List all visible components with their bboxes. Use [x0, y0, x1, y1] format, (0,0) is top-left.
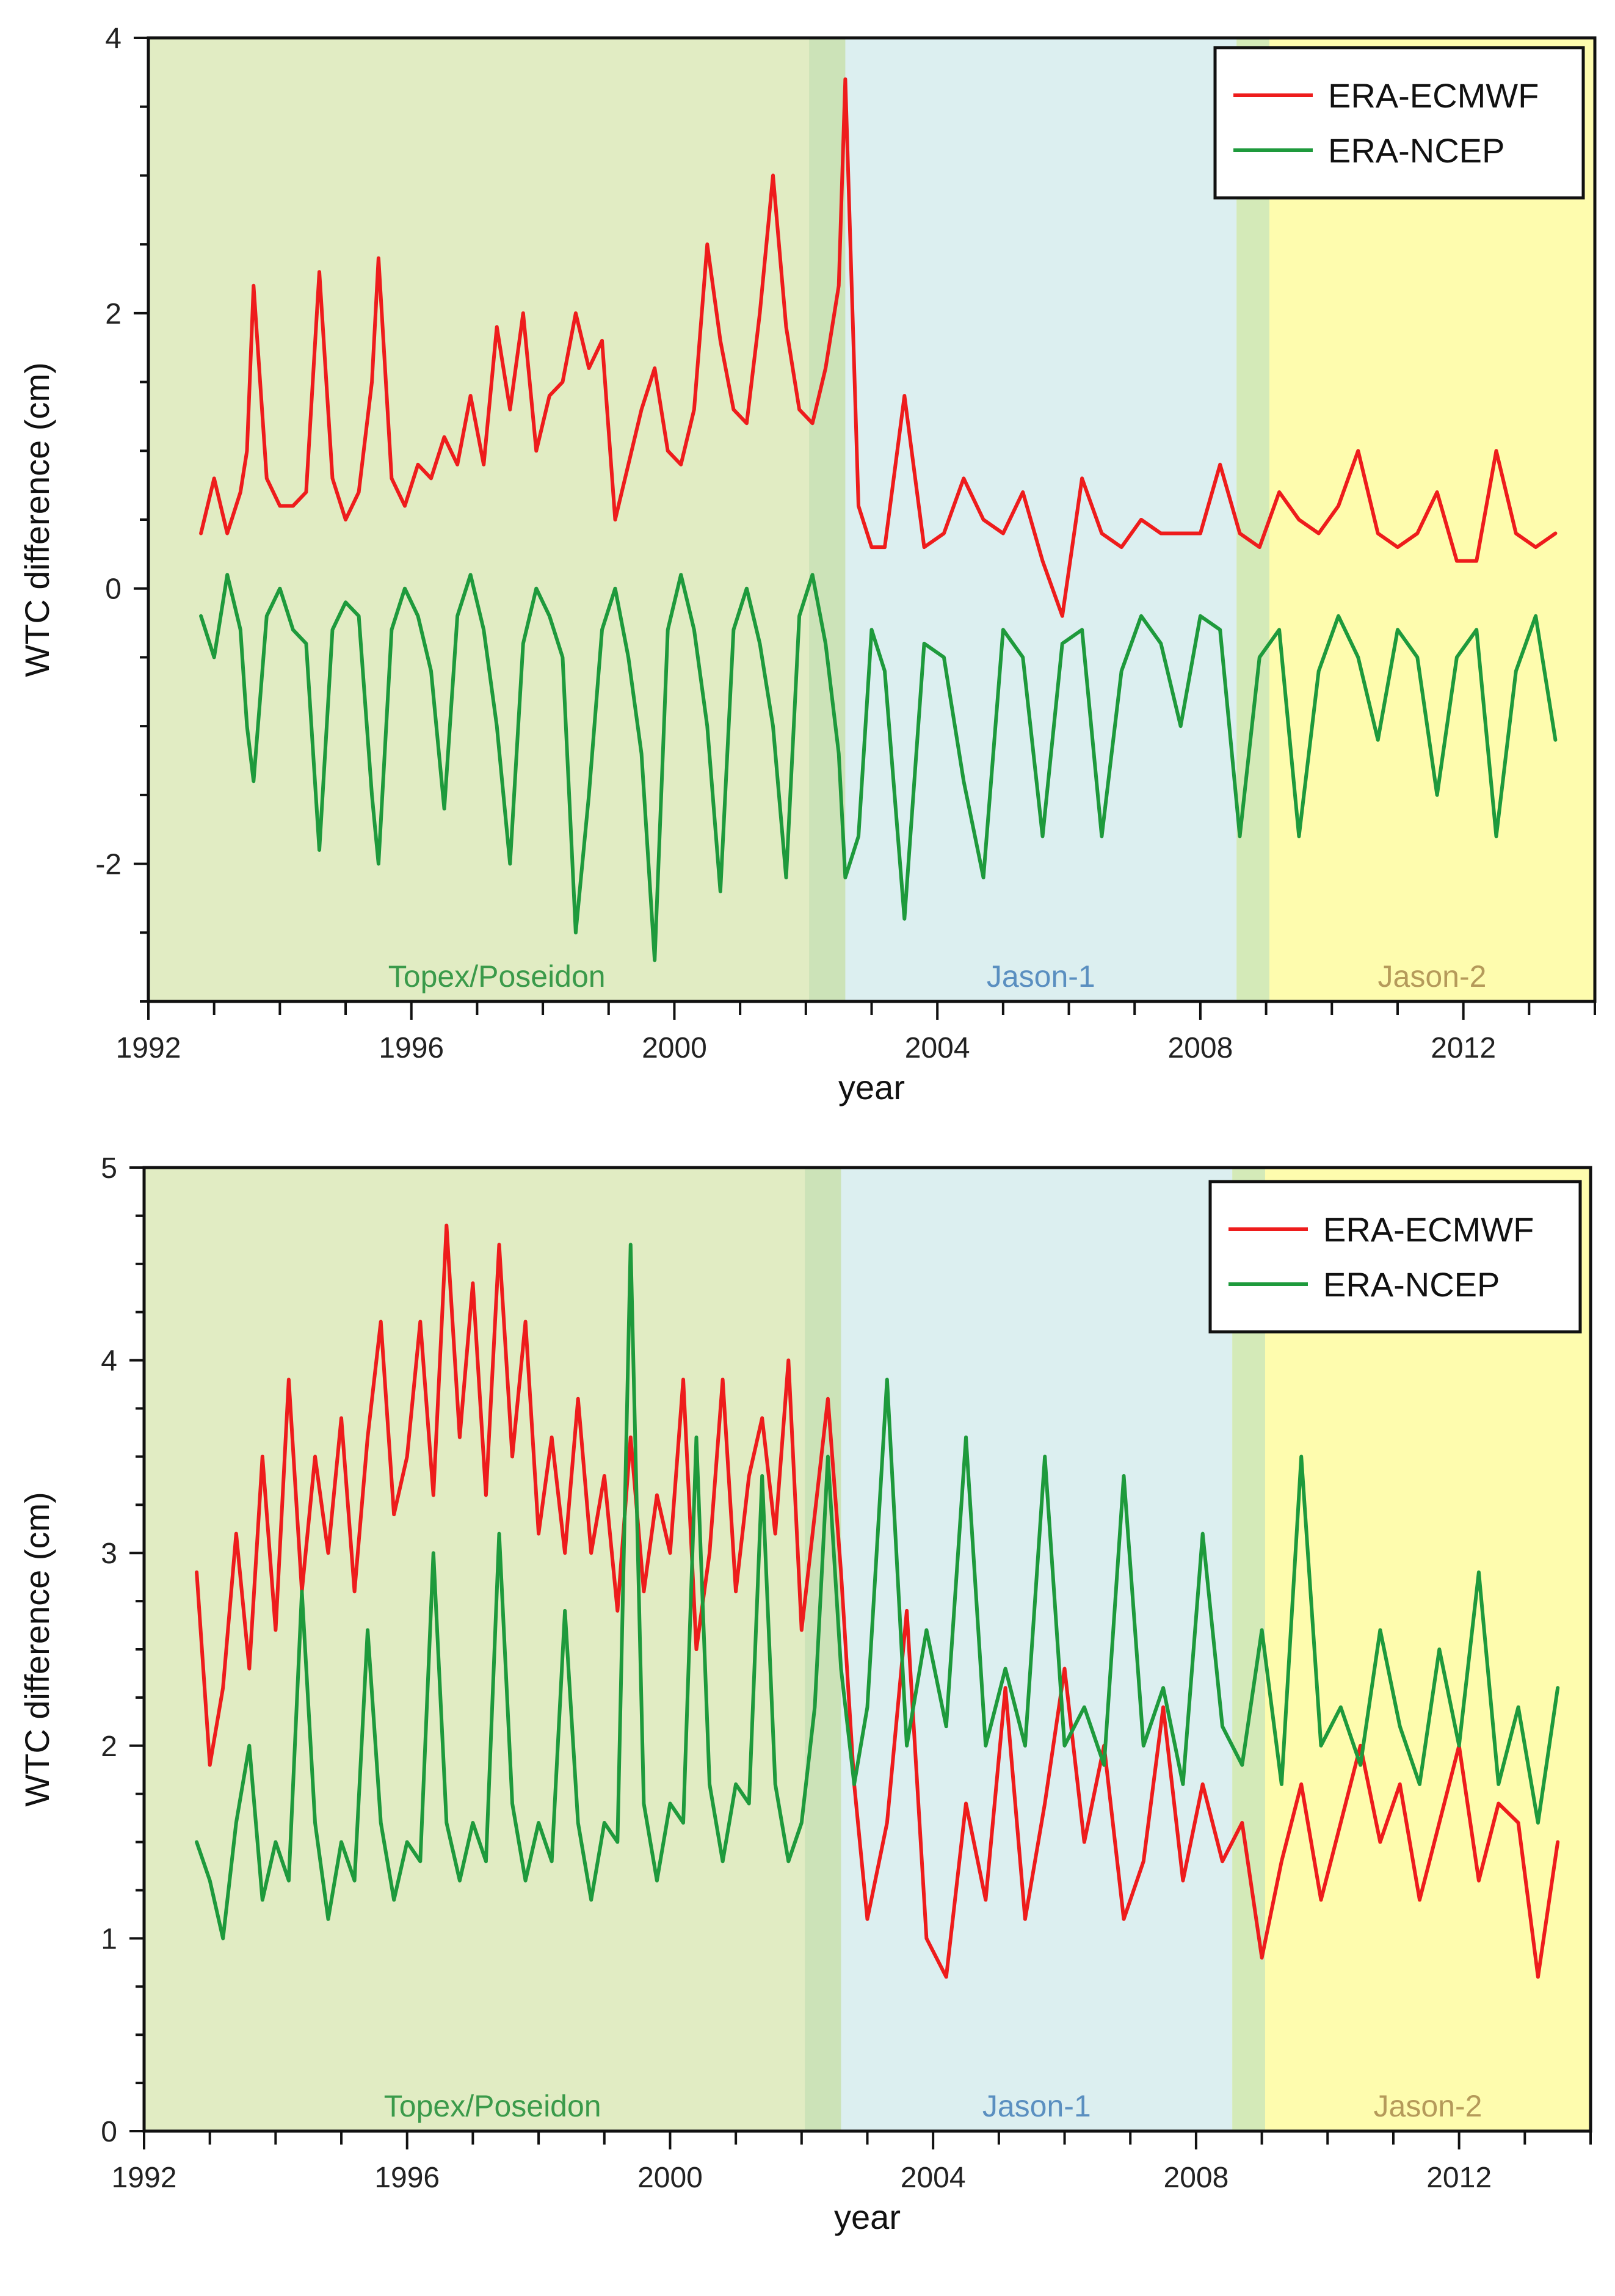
- top-legend: ERA-ECMWF ERA-NCEP: [1213, 46, 1585, 200]
- bottom-y-ticks: 0 1 2 3 4 5: [101, 1152, 144, 2148]
- bottom-legend: ERA-ECMWF ERA-NCEP: [1208, 1180, 1582, 1334]
- mission-label-4: Jason-2: [1378, 959, 1487, 994]
- top-y-axis-title: WTC difference (cm): [18, 362, 56, 677]
- mission-label-2: Jason-1: [982, 2089, 1091, 2123]
- y-tick-label: 2: [101, 1731, 117, 1763]
- x-tick-label: 1992: [112, 2162, 177, 2194]
- y-tick-label: 4: [105, 23, 122, 55]
- legend-box: [1208, 1180, 1582, 1334]
- top-x-axis-title: year: [838, 1068, 905, 1106]
- y-tick-label: 0: [105, 573, 122, 606]
- x-tick-label: 1992: [116, 1032, 181, 1064]
- x-tick-label: 2012: [1426, 2162, 1492, 2194]
- x-tick-label: 2008: [1164, 2162, 1229, 2194]
- y-tick-label: 4: [101, 1345, 117, 1378]
- y-tick-label: 0: [101, 2116, 117, 2148]
- x-tick-label: 1996: [379, 1032, 444, 1064]
- top-series-lines: [199, 77, 1558, 962]
- top-y-ticks: -2 0 2 4: [95, 23, 148, 1003]
- series-line-era-ecmwf: [199, 77, 1558, 618]
- series-line-era-ncep: [199, 573, 1558, 962]
- mission-band-1: [805, 1168, 841, 2131]
- y-tick-label: 3: [101, 1538, 117, 1570]
- x-tick-label: 1996: [374, 2162, 440, 2194]
- mission-band-0: [148, 38, 846, 1001]
- mission-label-4: Jason-2: [1374, 2089, 1483, 2123]
- legend-label: ERA-NCEP: [1323, 1265, 1500, 1304]
- y-tick-label: -2: [95, 849, 122, 881]
- bottom-x-axis-title: year: [834, 2198, 901, 2236]
- bottom-series-lines: [195, 1223, 1560, 1979]
- y-tick-label: 5: [101, 1152, 117, 1185]
- legend-label: ERA-NCEP: [1328, 131, 1504, 170]
- x-tick-label: 2012: [1431, 1032, 1496, 1064]
- x-tick-label: 2004: [901, 2162, 966, 2194]
- mission-label-2: Jason-1: [987, 959, 1095, 994]
- mission-band-1: [809, 38, 846, 1001]
- legend-box: [1213, 46, 1585, 200]
- legend-label: ERA-ECMWF: [1328, 76, 1539, 115]
- y-tick-label: 2: [105, 298, 122, 330]
- mission-band-2: [845, 38, 1237, 1001]
- bottom-x-ticks: 1992 1996 2000 2004 2008 2012: [112, 2131, 1592, 2194]
- top-chart: -2 0 2 4 1992 1996 2000 2004 2008 2012 Topex/Pos…: [18, 23, 1597, 1106]
- mission-label-0: Topex/Poseidon: [388, 959, 606, 994]
- bottom-mission-labels: Topex/Poseidon Jason-1 Jason-2: [384, 2089, 1483, 2123]
- top-x-ticks: 1992 1996 2000 2004 2008 2012: [116, 1001, 1596, 1064]
- y-tick-label: 1: [101, 1923, 117, 1955]
- mission-label-0: Topex/Poseidon: [384, 2089, 601, 2123]
- series-line-era-ncep: [195, 1243, 1560, 1941]
- top-mission-labels: Topex/Poseidon Jason-1 Jason-2: [388, 959, 1487, 994]
- bottom-y-axis-title: WTC difference (cm): [18, 1492, 56, 1806]
- bottom-chart: 0 1 2 3 4 5 1992 1996 2000 2004 2008 2012 Topex/Po…: [18, 1152, 1592, 2236]
- legend-label: ERA-ECMWF: [1323, 1210, 1534, 1249]
- x-tick-label: 2004: [905, 1032, 970, 1064]
- bottom-mission-bands: [144, 1168, 1591, 2131]
- series-line-era-ecmwf: [195, 1223, 1560, 1979]
- x-tick-label: 2000: [642, 1032, 707, 1064]
- x-tick-label: 2008: [1168, 1032, 1233, 1064]
- mission-band-2: [841, 1168, 1233, 2131]
- x-tick-label: 2000: [637, 2162, 703, 2194]
- mission-band-0: [144, 1168, 841, 2131]
